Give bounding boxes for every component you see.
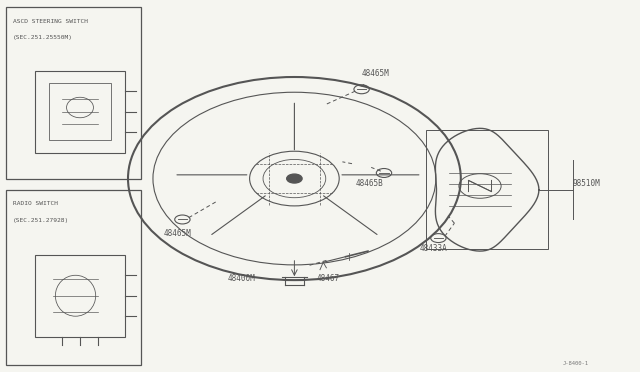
Text: J-8400-1: J-8400-1 [563,360,589,366]
Bar [6,190,141,365]
Bar [6,7,141,179]
Text: 98510M: 98510M [573,179,600,188]
Text: RADIO SWITCH: RADIO SWITCH [13,201,58,206]
Text: 48465M: 48465M [163,229,191,238]
Circle shape [287,174,302,183]
Text: 48433A: 48433A [419,244,447,253]
Text: 48400M: 48400M [227,274,255,283]
Text: 48465M: 48465M [362,69,389,78]
Text: 48467: 48467 [317,274,340,283]
Text: 48465B: 48465B [355,179,383,188]
Bar [426,130,548,249]
Text: (SEC.251.25550M): (SEC.251.25550M) [13,35,73,40]
Text: ASCD STEERING SWITCH: ASCD STEERING SWITCH [13,19,88,23]
Text: (SEC.251.27928): (SEC.251.27928) [13,218,69,222]
